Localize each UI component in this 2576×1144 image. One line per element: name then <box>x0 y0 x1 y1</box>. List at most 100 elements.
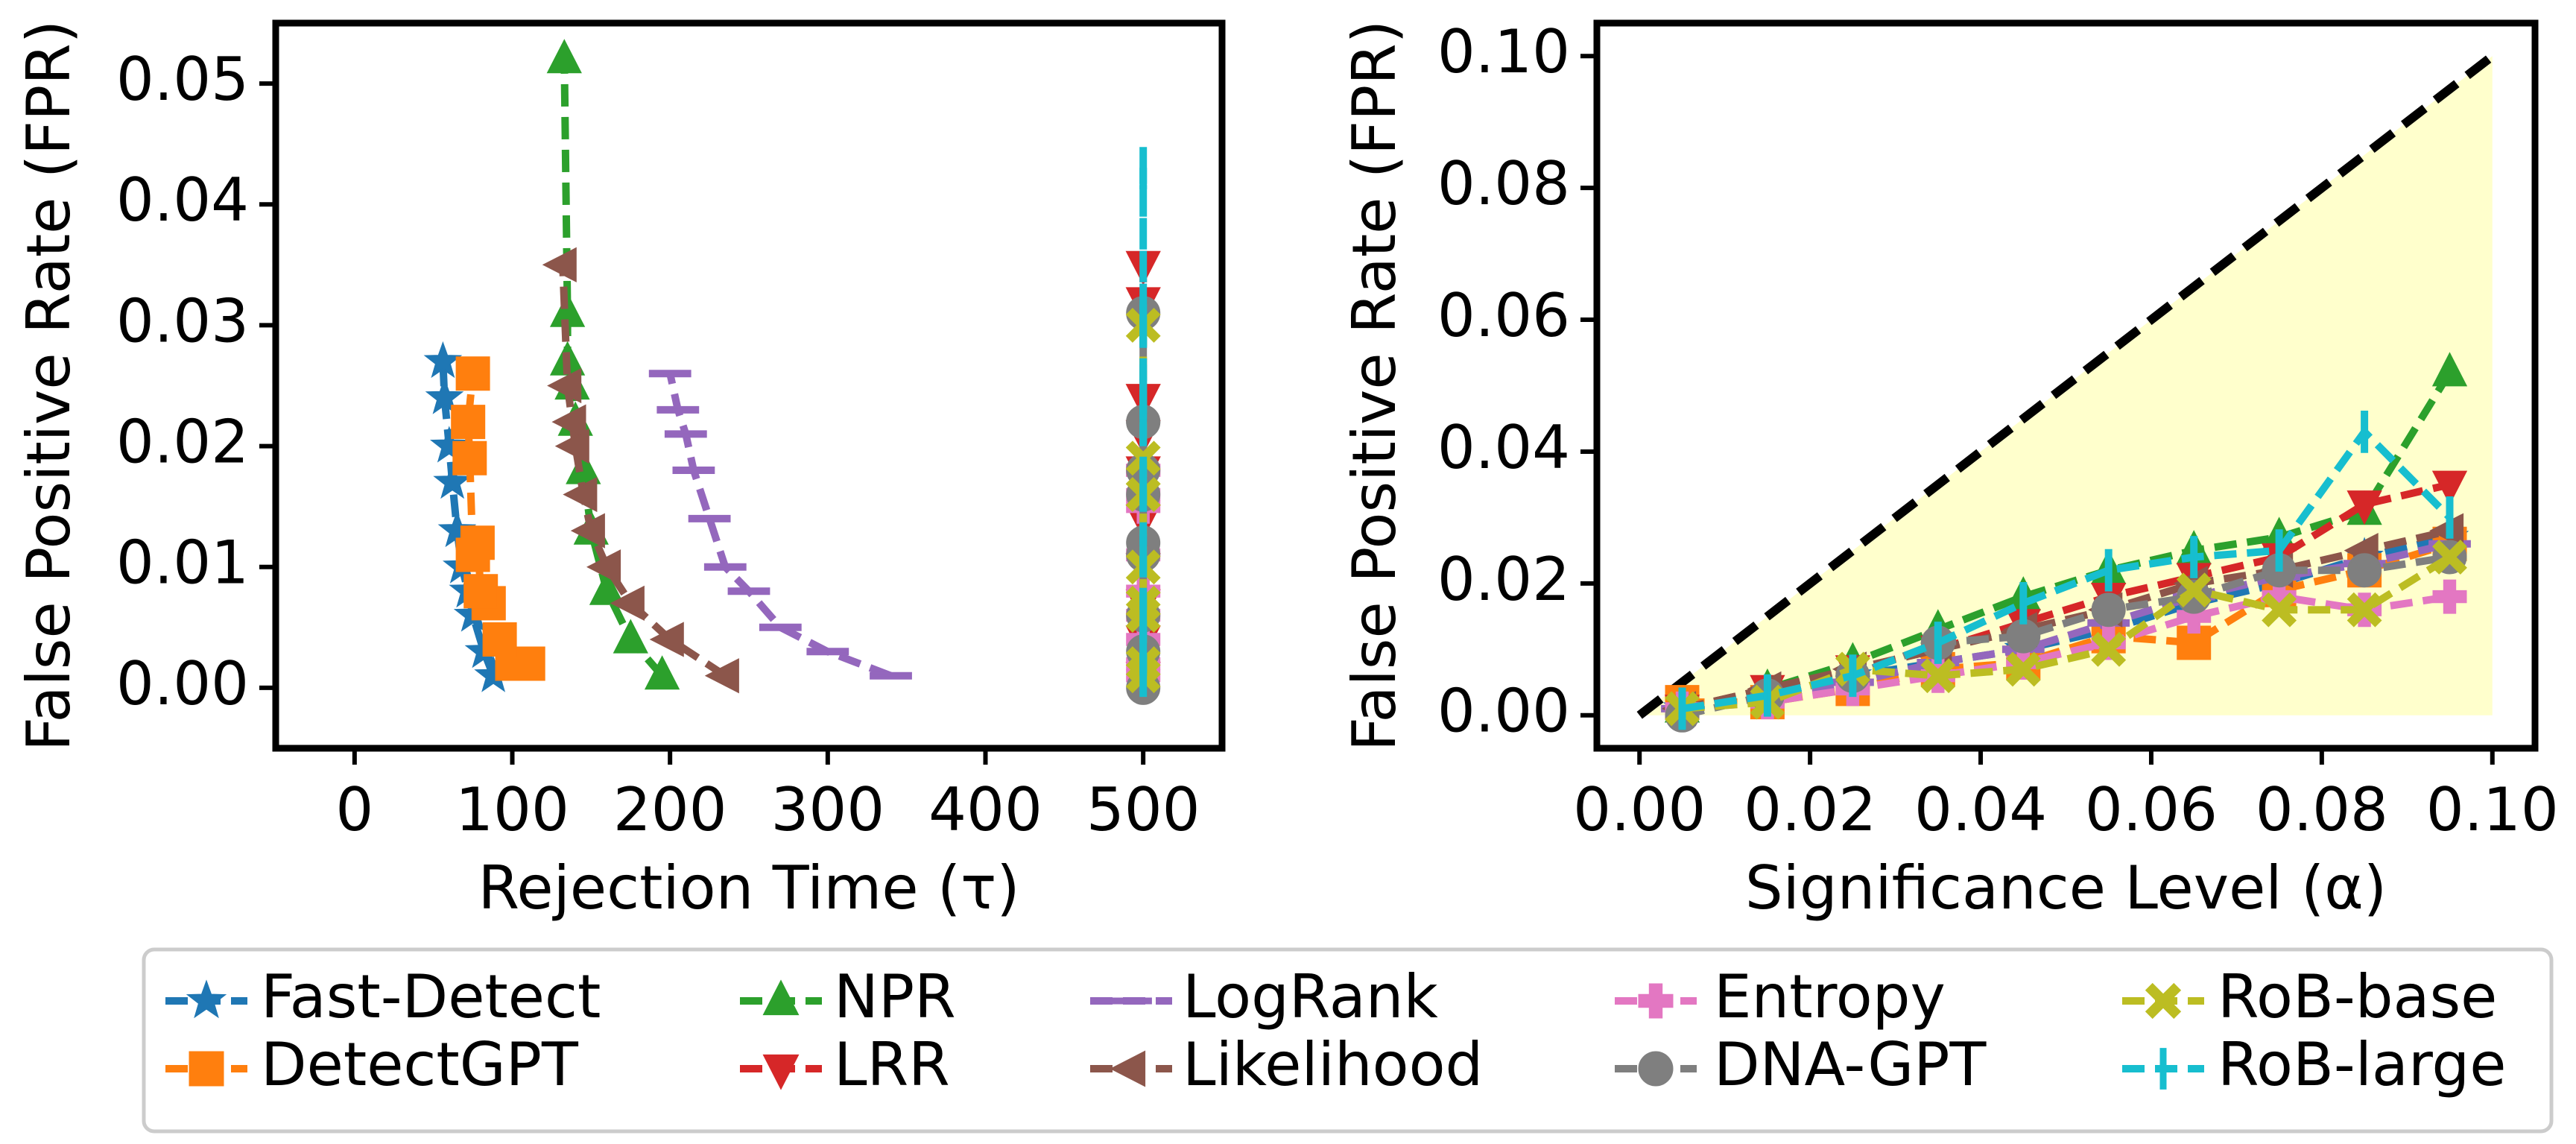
legend-label: Entropy <box>1714 962 1946 1031</box>
y-tick-label: 0.00 <box>116 649 249 718</box>
legend-label: DNA-GPT <box>1714 1030 1987 1099</box>
legend-item: NPR <box>740 962 956 1031</box>
legend-marker <box>1638 1051 1674 1087</box>
marker <box>2346 490 2382 525</box>
x-axis-label: Significance Level (α) <box>1745 853 2387 923</box>
marker <box>644 655 680 690</box>
x-tick-label: 0.08 <box>2256 775 2388 844</box>
marker <box>451 405 486 440</box>
y-tick-label: 0.10 <box>1437 17 1570 86</box>
legend-item: RoB-large <box>2122 1030 2506 1099</box>
x-tick-label: 0.06 <box>2085 775 2218 844</box>
marker <box>759 623 802 631</box>
marker <box>727 587 770 595</box>
marker <box>429 426 469 463</box>
marker <box>1920 658 1956 694</box>
marker <box>1139 303 1148 347</box>
marker <box>570 513 605 549</box>
marker <box>2275 529 2283 572</box>
legend-item: Likelihood <box>1090 1030 1483 1099</box>
legend-item: DNA-GPT <box>1615 1030 1987 1099</box>
y-axis-label: False Positive Rate (FPR) <box>1340 20 1409 751</box>
marker <box>2432 540 2467 575</box>
marker <box>704 658 739 694</box>
marker <box>664 430 707 438</box>
marker <box>2446 496 2454 539</box>
y-tick-label: 0.06 <box>1437 281 1570 350</box>
marker <box>2176 572 2212 608</box>
marker <box>551 404 586 440</box>
marker <box>1139 594 1148 636</box>
marker <box>1934 622 1942 664</box>
legend-box <box>142 947 2554 1134</box>
y-tick-label: 0.04 <box>1437 413 1570 482</box>
y-tick-label: 0.03 <box>116 286 249 355</box>
marker <box>672 467 715 474</box>
x-tick-label: 200 <box>613 775 727 844</box>
legend-marker <box>2159 1048 2167 1090</box>
marker <box>703 563 747 571</box>
marker <box>423 341 463 379</box>
marker <box>656 405 700 414</box>
marker <box>610 585 645 622</box>
marker <box>586 549 621 585</box>
marker <box>2431 352 2468 387</box>
marker <box>554 428 589 464</box>
marker <box>806 648 849 656</box>
x-tick-label: 400 <box>928 775 1042 844</box>
marker <box>2347 553 2382 588</box>
marker <box>2019 582 2028 625</box>
x-tick-label: 100 <box>455 775 569 844</box>
marker <box>482 622 517 657</box>
legend-label: NPR <box>834 962 956 1031</box>
x-tick-label: 0.02 <box>1744 775 1876 844</box>
legend-marker <box>2145 982 2182 1020</box>
marker <box>1849 654 1857 698</box>
legend-item: LogRank <box>1090 962 1438 1031</box>
y-axis-label: False Positive Rate (FPR) <box>14 20 83 751</box>
marker <box>2104 549 2113 592</box>
marker <box>463 574 499 609</box>
series-line <box>1682 540 2451 707</box>
legend-marker <box>1110 1050 1146 1087</box>
legend-marker <box>762 979 800 1016</box>
marker <box>542 247 577 282</box>
marker <box>589 570 625 605</box>
marker <box>613 619 648 654</box>
marker <box>1139 461 1148 504</box>
marker <box>2005 651 2041 687</box>
legend-item: Fast-Detect <box>165 962 601 1031</box>
marker <box>455 356 490 391</box>
x-tick-label: 0.00 <box>1573 775 1706 844</box>
legend-marker <box>189 1051 224 1087</box>
marker <box>2431 470 2468 505</box>
legend-marker <box>1638 983 1674 1019</box>
legend-marker <box>1110 997 1152 1005</box>
series-line <box>559 265 728 679</box>
y-tick-label: 0.05 <box>116 45 249 114</box>
legend-label: RoB-large <box>2218 1030 2506 1099</box>
marker <box>688 514 731 522</box>
legend-label: LogRank <box>1183 962 1438 1031</box>
axes-frame <box>1593 19 2539 752</box>
marker <box>870 671 912 680</box>
legend-label: Fast-Detect <box>261 962 601 1031</box>
axes-frame <box>272 19 1226 752</box>
marker <box>2006 619 2041 654</box>
marker <box>2346 592 2382 628</box>
y-tick-label: 0.01 <box>116 528 249 598</box>
marker <box>1139 630 1148 673</box>
marker <box>546 39 582 74</box>
x-tick-label: 0.10 <box>2426 775 2559 844</box>
legend-label: Likelihood <box>1183 1030 1483 1099</box>
series-line <box>1682 554 2452 712</box>
marker <box>649 622 684 657</box>
legend-label: RoB-base <box>2218 962 2497 1031</box>
marker <box>2190 536 2198 578</box>
legend-label: LRR <box>834 1030 950 1099</box>
marker <box>563 476 598 513</box>
x-tick-label: 300 <box>770 775 884 844</box>
marker <box>1139 364 1148 407</box>
legend-marker <box>762 1054 800 1090</box>
marker <box>2091 592 2126 628</box>
